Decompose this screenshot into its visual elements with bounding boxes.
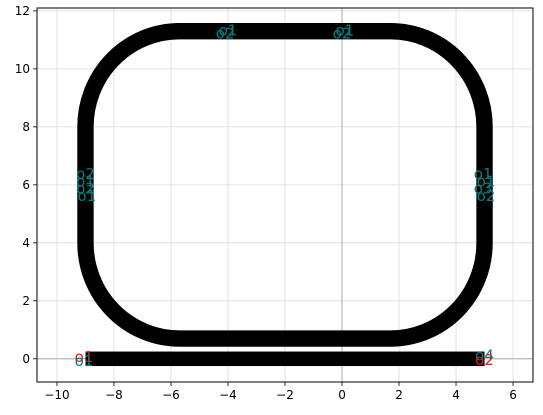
y-tick-label: 4 <box>22 236 30 250</box>
port-label: o1 <box>78 187 97 205</box>
y-tick-label: 6 <box>22 178 30 192</box>
ring-bottom-straight <box>227 331 343 346</box>
y-axis-ticks: 0 2 4 6 8 10 12 <box>15 4 37 366</box>
x-tick-label: 6 <box>509 388 517 402</box>
port-label: o1 <box>75 348 94 366</box>
port-label: o1 <box>76 172 95 190</box>
x-tick-label: 4 <box>452 388 460 402</box>
x-tick-label: −10 <box>44 388 69 402</box>
port-label: o1 <box>474 165 493 183</box>
port-label: o3 <box>474 180 493 198</box>
port-label: o1 <box>219 22 238 40</box>
x-tick-label: −8 <box>105 388 123 402</box>
y-tick-label: 8 <box>22 120 30 134</box>
port-label: o2 <box>475 351 494 369</box>
port-label: o2 <box>333 25 352 43</box>
x-tick-label: −6 <box>162 388 180 402</box>
port-label: o2 <box>76 165 95 183</box>
port-label: o1 <box>477 172 496 190</box>
x-tick-label: 2 <box>395 388 403 402</box>
x-tick-label: 0 <box>338 388 346 402</box>
port-label: o2 <box>477 187 496 205</box>
port-label: o2 <box>216 25 235 43</box>
straight-waveguide <box>85 351 485 367</box>
x-tick-label: −4 <box>219 388 237 402</box>
y-tick-label: 0 <box>22 352 30 366</box>
port-label: o4 <box>475 346 494 364</box>
ring-top-straight <box>227 23 343 39</box>
waveguides <box>77 22 493 367</box>
port-label: o2 <box>76 180 95 198</box>
port-label: o1 <box>335 22 354 40</box>
x-tick-label: −2 <box>276 388 294 402</box>
y-tick-label: 12 <box>15 4 30 18</box>
x-axis-ticks: −10 −8 −6 −4 −2 0 2 4 6 <box>44 382 517 402</box>
port-label: o1 <box>75 352 94 370</box>
y-tick-label: 10 <box>15 62 30 76</box>
y-tick-label: 2 <box>22 294 30 308</box>
